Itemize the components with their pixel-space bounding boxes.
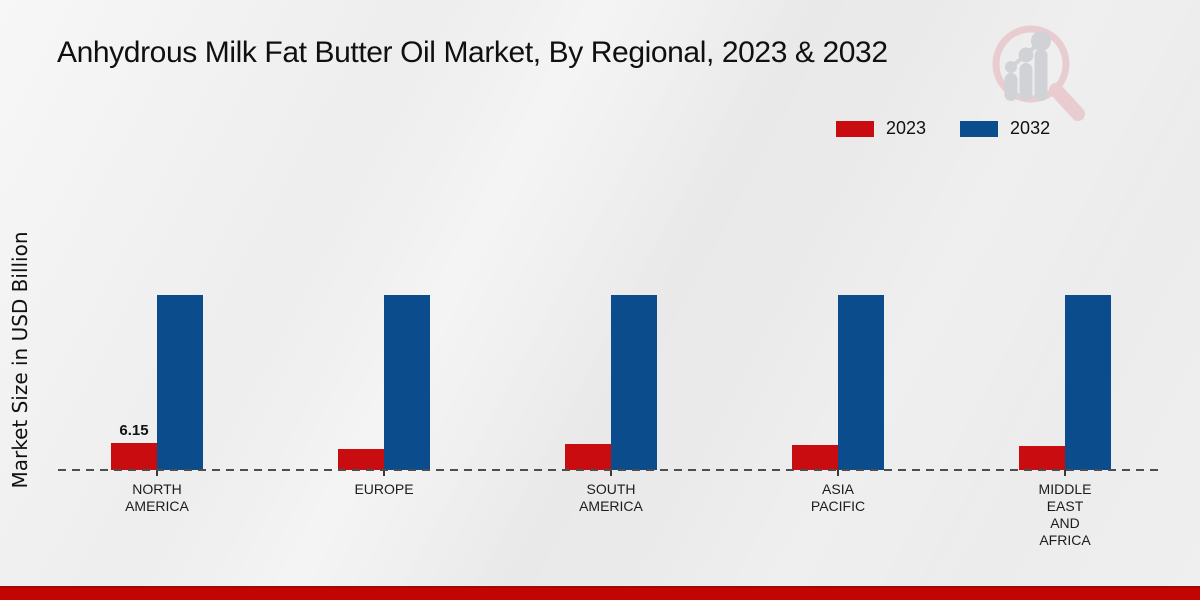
- bar-2032-north-america: [157, 295, 203, 470]
- axis-tick-north-america: [156, 470, 158, 476]
- value-label-2023-north-america: 6.15: [119, 422, 149, 439]
- bar-2032-europe: [384, 295, 430, 470]
- legend-swatch-2023: [836, 120, 874, 137]
- magnifier-bar-chart-logo-icon: [992, 25, 1085, 121]
- legend-item-2023: 2023: [836, 118, 926, 139]
- y-axis-label: Market Size in USD Billion: [8, 231, 32, 489]
- category-label-north-america: NORTH AMERICA: [125, 481, 189, 514]
- legend-item-2032: 2032: [960, 118, 1050, 139]
- bottom-accent-bar: [0, 586, 1200, 600]
- axis-tick-europe: [383, 470, 385, 476]
- bar-2023-south-america: [565, 444, 611, 470]
- axis-tick-middle-east-and-africa: [1064, 470, 1066, 476]
- bar-2032-asia-pacific: [838, 295, 884, 470]
- category-label-europe: EUROPE: [354, 481, 414, 497]
- x-axis-baseline: [58, 469, 1161, 471]
- bar-2032-south-america: [611, 295, 657, 470]
- category-label-south-america: SOUTH AMERICA: [579, 481, 643, 514]
- bar-2023-europe: [338, 449, 384, 470]
- legend-swatch-2032: [960, 120, 999, 137]
- category-label-asia-pacific: ASIA PACIFIC: [810, 481, 866, 514]
- category-label-middle-east-and-africa: MIDDLE EAST AND AFRICA: [1038, 481, 1092, 548]
- axis-tick-asia-pacific: [837, 470, 839, 476]
- bar-2023-north-america: [111, 443, 157, 470]
- bar-2023-middle-east-and-africa: [1019, 446, 1065, 470]
- chart-title: Anhydrous Milk Fat Butter Oil Market, By…: [57, 36, 888, 69]
- legend: 2023 2032: [836, 118, 1050, 139]
- bar-2023-asia-pacific: [792, 445, 838, 470]
- axis-tick-south-america: [610, 470, 612, 476]
- bar-2032-middle-east-and-africa: [1065, 295, 1111, 470]
- legend-label: 2023: [886, 118, 927, 138]
- legend-label: 2032: [1010, 118, 1051, 138]
